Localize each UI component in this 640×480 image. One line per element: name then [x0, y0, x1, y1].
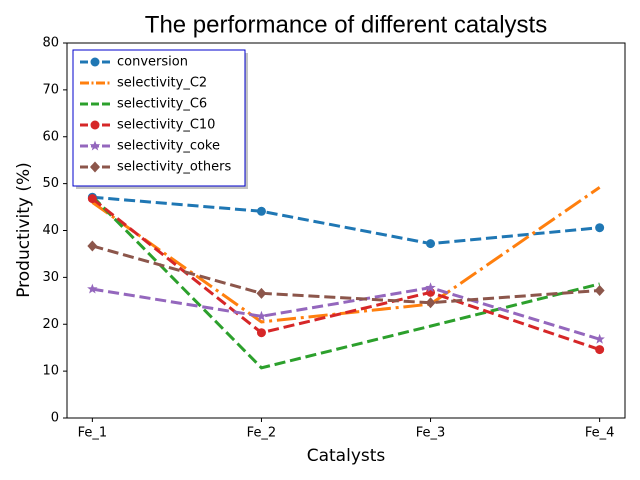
marker: [87, 240, 98, 252]
y-tick-label: 60: [42, 129, 59, 144]
legend-label: selectivity_coke: [117, 139, 220, 154]
legend-label: selectivity_C2: [117, 76, 207, 91]
series-line: [91, 197, 601, 351]
marker: [426, 239, 436, 249]
legend-label: conversion: [117, 55, 188, 70]
x-tick-label: Fe_3: [416, 426, 446, 441]
y-tick-label: 40: [42, 223, 59, 238]
y-tick-label: 30: [42, 270, 59, 285]
marker: [89, 140, 101, 151]
legend-label: selectivity_others: [117, 160, 231, 175]
y-tick-label: 50: [42, 176, 59, 191]
series-line: [91, 244, 600, 305]
legend: conversion selectivity_C2 selectivity_C6se…: [72, 49, 246, 187]
marker: [87, 283, 98, 294]
chart-title: The performance of different catalysts: [145, 11, 547, 38]
x-axis-label: Catalysts: [307, 446, 386, 466]
marker: [90, 120, 100, 130]
marker: [594, 285, 605, 296]
y-tick-label: 70: [42, 82, 59, 97]
marker: [595, 223, 605, 233]
x-tick-label: Fe_1: [78, 426, 108, 441]
marker: [594, 333, 605, 344]
series-line: [92, 195, 600, 246]
x-tick-label: Fe_2: [247, 426, 277, 441]
series-line: [91, 195, 600, 370]
marker: [425, 282, 436, 293]
marker: [256, 310, 267, 321]
legend-label: selectivity_C10: [117, 118, 215, 133]
marker: [90, 161, 100, 173]
legend-label: selectivity_C6: [117, 97, 207, 112]
y-tick-label: 10: [42, 364, 59, 379]
y-tick-label: 80: [42, 36, 59, 51]
legend-box: [72, 49, 246, 187]
y-axis-label: Productivity (%): [14, 162, 34, 298]
marker: [256, 206, 266, 216]
marker: [256, 287, 267, 299]
y-tick-label: 20: [42, 317, 59, 332]
marker: [595, 345, 605, 355]
x-tick-label: Fe_4: [585, 426, 615, 441]
marker: [90, 57, 100, 67]
series-line: [92, 286, 601, 341]
y-tick-label: 0: [51, 411, 59, 426]
plot-frame: [66, 42, 626, 419]
marker: [87, 194, 97, 204]
marker: [425, 297, 436, 309]
marker: [256, 328, 266, 338]
